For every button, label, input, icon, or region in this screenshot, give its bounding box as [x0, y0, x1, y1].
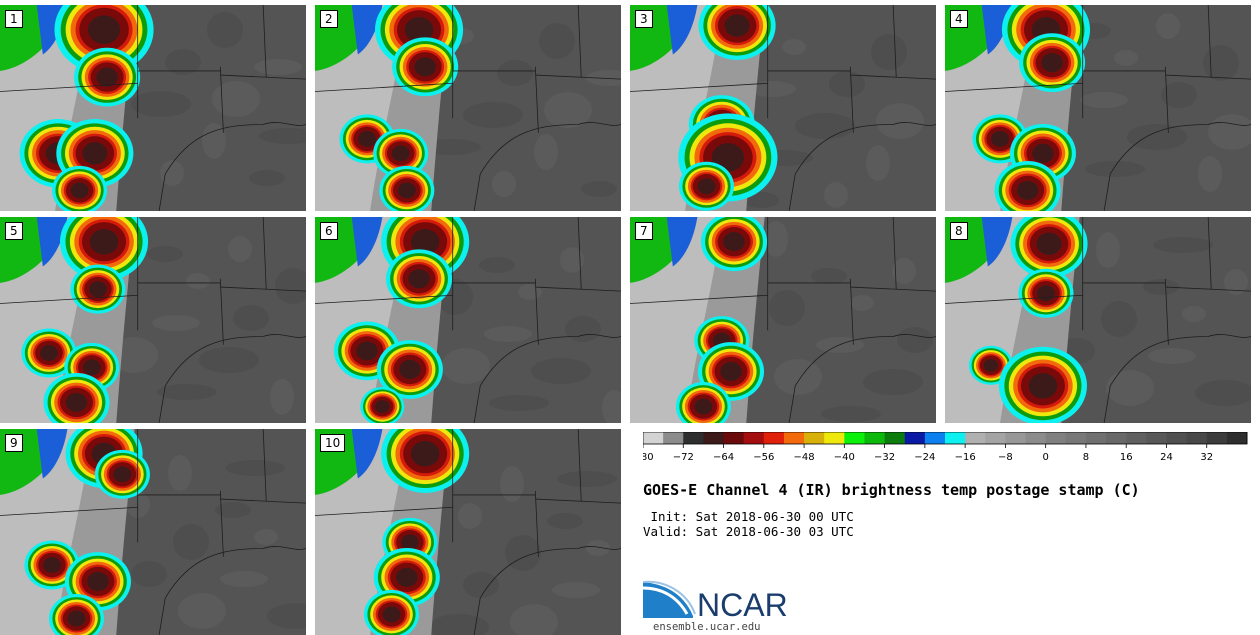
colorbar-bin	[1045, 432, 1067, 444]
colorbar-bin	[1065, 432, 1087, 444]
colorbar-bin	[763, 432, 785, 444]
colorbar-bin	[783, 432, 805, 444]
colorbar-bin	[643, 432, 664, 444]
colorbar-bin	[965, 432, 986, 444]
colorbar-bin	[904, 432, 926, 444]
panel-number: 6	[320, 222, 338, 240]
satellite-map	[315, 5, 621, 211]
colorbar-bin	[924, 432, 946, 444]
colorbar-tick-label: −48	[794, 452, 815, 463]
colorbar-tick-label: −16	[955, 452, 976, 463]
stamp-panel-5: 5	[0, 217, 306, 423]
stamp-panel-8: 8	[945, 217, 1251, 423]
colorbar-tick-label: 16	[1120, 452, 1133, 463]
colorbar-tick-label: 8	[1083, 452, 1089, 463]
colorbar-tick-label: −80	[643, 452, 654, 463]
colorbar-tick-label: −24	[914, 452, 935, 463]
satellite-map	[0, 217, 306, 423]
panel-number: 8	[950, 222, 968, 240]
satellite-map	[630, 217, 936, 423]
stamp-panel-10: 10	[315, 429, 621, 635]
satellite-map	[630, 5, 936, 211]
colorbar-tick-label: −56	[753, 452, 774, 463]
colorbar-bin	[1206, 432, 1228, 444]
stamp-panel-1: 1	[0, 5, 306, 211]
stamp-panel-9: 9	[0, 429, 306, 635]
colorbar-bin	[945, 432, 966, 444]
colorbar-bin	[1005, 432, 1027, 444]
panel-number: 3	[635, 10, 653, 28]
colorbar-bin	[844, 432, 865, 444]
ncar-logo: NCAR	[643, 580, 788, 620]
satellite-map	[945, 217, 1251, 423]
colorbar-bin	[683, 432, 704, 444]
ncar-logo-text: NCAR	[697, 587, 788, 620]
ncar-logo-swoosh-icon	[643, 582, 693, 618]
panel-number: 4	[950, 10, 968, 28]
stamp-panel-4: 4	[945, 5, 1251, 211]
colorbar-bin	[985, 432, 1006, 444]
satellite-map	[315, 429, 621, 635]
colorbar-tick-label: −40	[834, 452, 855, 463]
panel-number: 9	[5, 434, 23, 452]
colorbar-tick-label: 24	[1160, 452, 1173, 463]
colorbar-bin	[884, 432, 906, 444]
colorbar-outline	[643, 432, 1248, 445]
colorbar-tick-label: −32	[874, 452, 895, 463]
colorbar-bin	[864, 432, 886, 444]
stamp-panel-7: 7	[630, 217, 936, 423]
figure-title: GOES-E Channel 4 (IR) brightness temp po…	[643, 481, 1140, 499]
stamp-panel-3: 3	[630, 5, 936, 211]
panel-number: 5	[5, 222, 23, 240]
stamp-panel-2: 2	[315, 5, 621, 211]
init-time: Init: Sat 2018-06-30 00 UTC	[643, 509, 854, 524]
satellite-map	[945, 5, 1251, 211]
colorbar-bin	[1166, 432, 1188, 444]
satellite-map	[0, 5, 306, 211]
colorbar-bin	[1025, 432, 1047, 444]
colorbar-bin	[723, 432, 745, 444]
colorbar-bin	[824, 432, 845, 444]
satellite-map	[0, 429, 306, 635]
colorbar-bin	[743, 432, 765, 444]
colorbar-bin	[703, 432, 725, 444]
satellite-map	[315, 217, 621, 423]
stamp-panel-6: 6	[315, 217, 621, 423]
colorbar-bin	[1126, 432, 1147, 444]
panel-number: 1	[5, 10, 23, 28]
website-text: ensemble.ucar.edu	[653, 621, 761, 633]
colorbar-bin	[804, 432, 825, 444]
colorbar-tick-label: −72	[673, 452, 694, 463]
panel-number: 7	[635, 222, 653, 240]
colorbar-tick-label: −64	[713, 452, 734, 463]
valid-time: Valid: Sat 2018-06-30 03 UTC	[643, 524, 854, 539]
panel-number: 10	[320, 434, 346, 452]
colorbar-tick-label: −8	[998, 452, 1013, 463]
colorbar-tick-label: 0	[1042, 452, 1048, 463]
colorbar-bin	[1186, 432, 1208, 444]
panel-number: 2	[320, 10, 338, 28]
colorbar-tick-label: 32	[1200, 452, 1213, 463]
colorbar-bin	[1085, 432, 1107, 444]
colorbar-bin	[663, 432, 684, 444]
colorbar-bin	[1146, 432, 1167, 444]
colorbar-bin	[1106, 432, 1127, 444]
colorbar-bin	[1226, 432, 1248, 444]
